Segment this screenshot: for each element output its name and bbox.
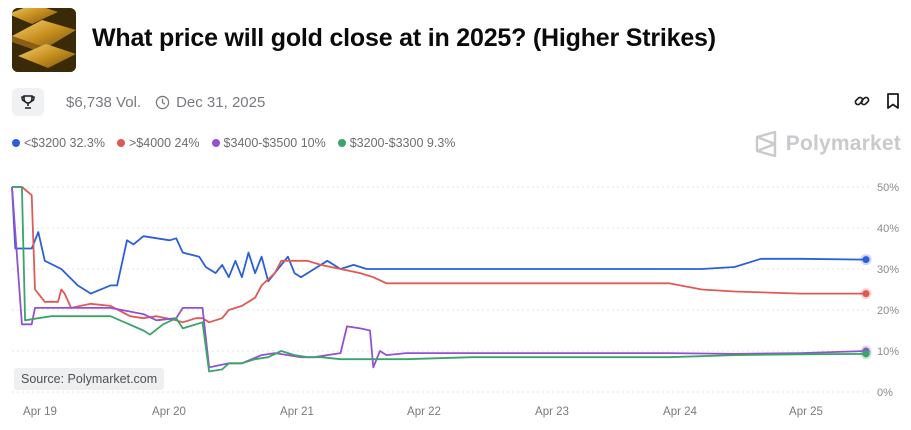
link-icon[interactable] (853, 92, 871, 110)
page-title: What price will gold close at in 2025? (… (92, 24, 716, 52)
legend-dot (337, 139, 346, 147)
action-buttons (853, 92, 901, 110)
trophy-icon[interactable] (12, 88, 44, 116)
x-tick-label: Apr 22 (407, 406, 441, 418)
x-tick-label: Apr 23 (535, 406, 569, 418)
legend-item[interactable]: $3400-$3500 10% (211, 136, 326, 150)
legend-dot (12, 139, 20, 147)
series-end-dot (862, 350, 870, 358)
legend-label: $3200-$3300 9.3% (349, 136, 456, 150)
bookmark-icon[interactable] (885, 92, 901, 110)
y-tick-label: 20% (877, 305, 899, 317)
series-end-dot (862, 256, 870, 264)
legend-label: <$3200 32.3% (24, 136, 105, 150)
series-line (11, 186, 867, 295)
x-tick-label: Apr 24 (663, 406, 697, 418)
series-line (11, 186, 867, 369)
y-tick-label: 30% (877, 264, 899, 276)
source-label: Source: Polymarket.com (14, 368, 165, 390)
y-tick-label: 40% (877, 223, 899, 235)
polymarket-logo: Polymarket (754, 131, 901, 157)
y-tick-label: 10% (877, 346, 899, 358)
x-tick-label: Apr 20 (152, 406, 186, 418)
x-tick-label: Apr 21 (280, 406, 314, 418)
y-tick-label: 50% (877, 182, 899, 194)
legend-item[interactable]: $3200-$3300 9.3% (337, 136, 456, 150)
legend-dot (116, 139, 125, 147)
end-date-text: Dec 31, 2025 (176, 93, 266, 111)
brand-name: Polymarket (785, 132, 901, 155)
series-line (12, 186, 867, 373)
market-meta: $6,738 Vol. Dec 31, 2025 (12, 88, 265, 116)
chart-legend: <$3200 32.3% >$4000 24% $3400-$3500 10% … (12, 136, 455, 150)
legend-item[interactable]: >$4000 24% (116, 136, 200, 150)
legend-label: >$4000 24% (128, 136, 200, 150)
volume-text: $6,738 Vol. (66, 93, 142, 111)
polymarket-mark-icon (755, 131, 776, 157)
price-chart: 50% 40% 30% 20% 10% 0% Apr 19 Apr 20 Apr 21 Apr 2… (11, 182, 899, 418)
x-tick-label: Apr 25 (789, 406, 823, 418)
x-tick-label: Apr 19 (23, 406, 57, 418)
legend-dot (211, 139, 220, 147)
legend-label: $3400-$3500 10% (223, 136, 326, 150)
clock-icon (155, 95, 170, 110)
y-tick-label: 0% (877, 387, 893, 399)
series-line (12, 186, 866, 324)
legend-item[interactable]: <$3200 32.3% (12, 136, 105, 150)
series-end-dot (862, 290, 870, 298)
gold-bars-image (12, 8, 76, 72)
